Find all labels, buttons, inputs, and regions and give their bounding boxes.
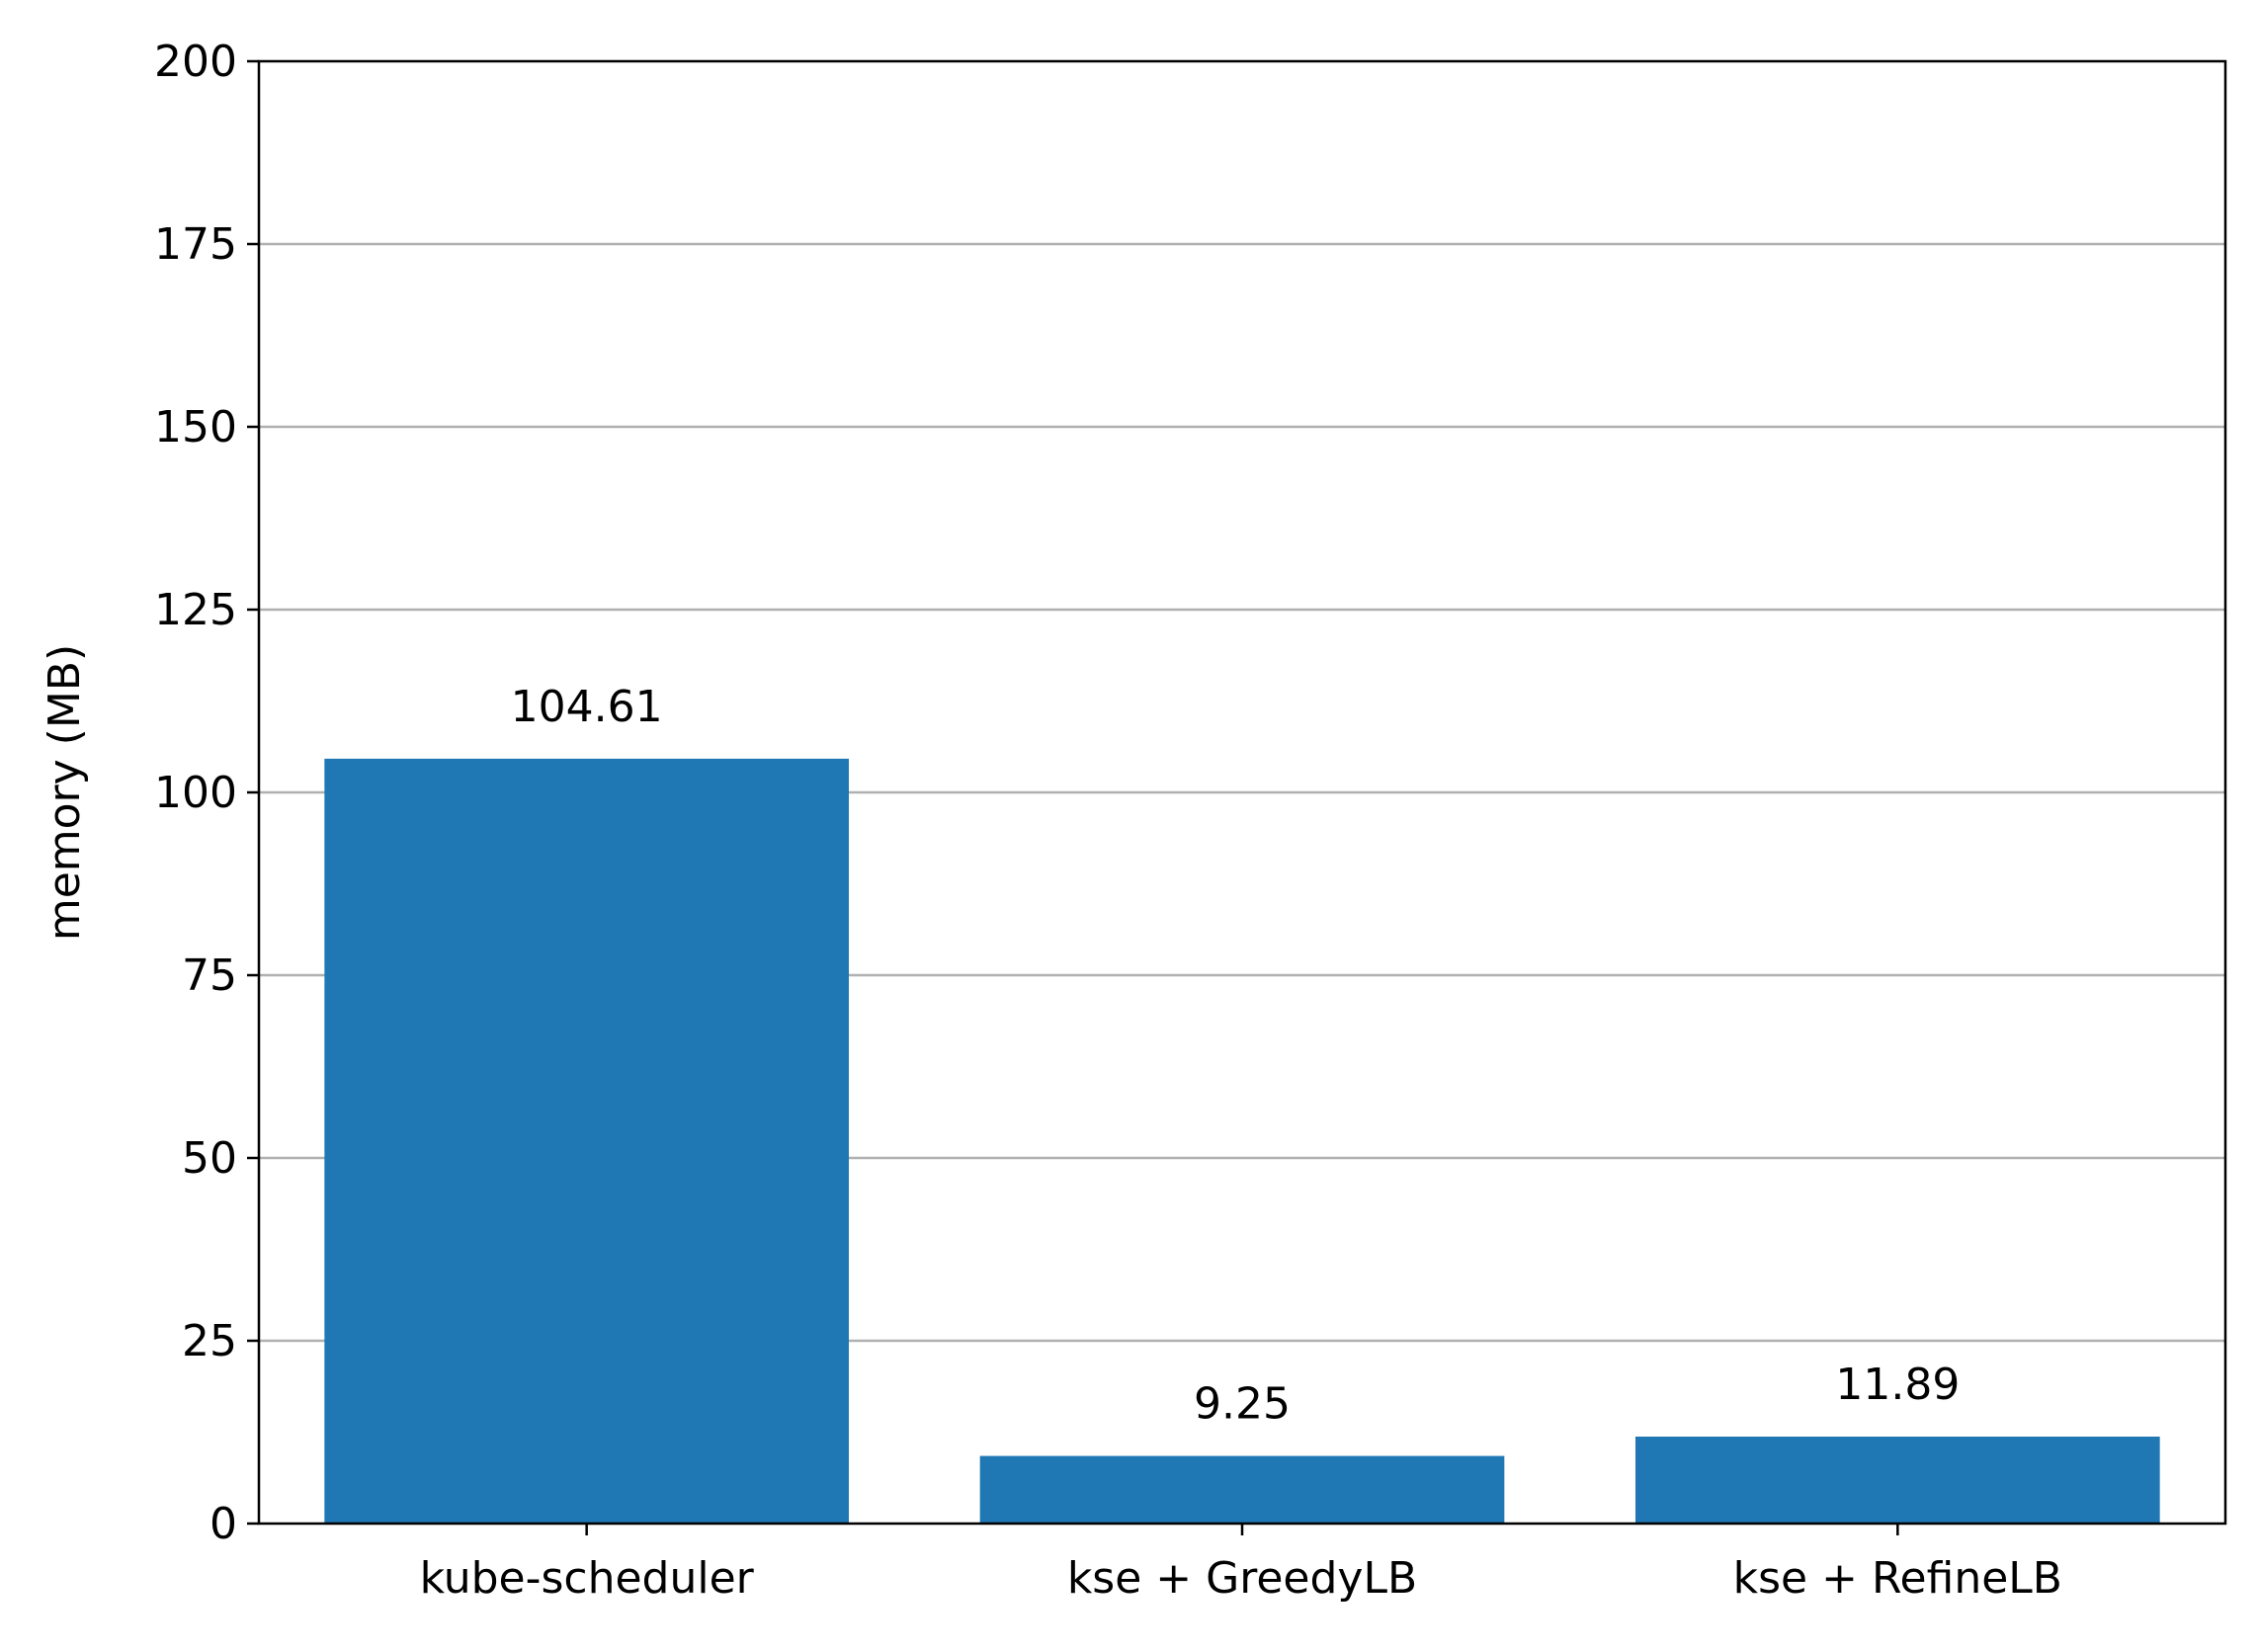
y-tick-label: 100 (154, 768, 237, 818)
bar-value-label: 9.25 (1194, 1379, 1291, 1430)
y-axis-ticks: 0 25 50 75 100 125 150 175 200 (154, 37, 259, 1549)
y-tick-label: 200 (154, 37, 237, 87)
bar-value-labels: 104.61 9.25 11.89 (511, 682, 1961, 1430)
y-tick-label: 125 (154, 585, 237, 635)
bar-value-label: 11.89 (1835, 1360, 1960, 1410)
bar-kube-scheduler (324, 758, 849, 1524)
bar-value-label: 104.61 (511, 682, 663, 732)
y-tick-label: 150 (154, 402, 237, 453)
y-tick-label: 50 (182, 1133, 237, 1184)
x-tick-label: kube-scheduler (420, 1553, 755, 1604)
x-tick-label: kse + RefineLB (1733, 1553, 2062, 1604)
bar-kse-greedylb (979, 1455, 1505, 1524)
y-tick-label: 0 (209, 1499, 237, 1549)
y-tick-label: 175 (154, 219, 237, 270)
bars (324, 758, 2160, 1524)
x-axis-ticks: kube-scheduler kse + GreedyLB kse + Refine… (420, 1524, 2062, 1604)
y-axis-label: memory (MB) (40, 644, 90, 941)
y-tick-label: 25 (182, 1316, 237, 1366)
bar-kse-refinelb (1635, 1437, 2160, 1524)
y-tick-label: 75 (182, 950, 237, 1001)
x-tick-label: kse + GreedyLB (1067, 1553, 1417, 1604)
